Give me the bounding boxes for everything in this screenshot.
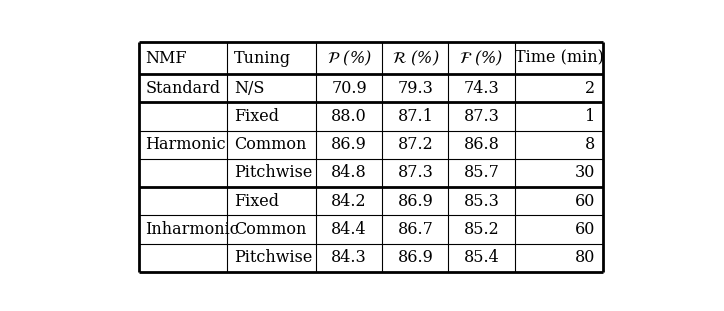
Text: 74.3: 74.3	[463, 80, 500, 97]
Text: 70.9: 70.9	[332, 80, 367, 97]
Text: 85.2: 85.2	[463, 221, 500, 238]
Text: Time (min): Time (min)	[515, 50, 604, 67]
Text: 86.8: 86.8	[463, 136, 500, 153]
Text: 84.4: 84.4	[332, 221, 367, 238]
Text: Harmonic: Harmonic	[146, 136, 226, 153]
Text: Pitchwise: Pitchwise	[234, 165, 313, 182]
Text: Common: Common	[234, 136, 306, 153]
Text: $\mathcal{R}$ (%): $\mathcal{R}$ (%)	[392, 49, 439, 68]
Text: 1: 1	[585, 108, 595, 125]
Text: $\mathcal{F}$ (%): $\mathcal{F}$ (%)	[459, 49, 504, 68]
Text: 86.9: 86.9	[397, 193, 434, 210]
Text: 87.3: 87.3	[397, 165, 434, 182]
Text: 85.3: 85.3	[463, 193, 500, 210]
Text: 87.3: 87.3	[463, 108, 500, 125]
Text: 2: 2	[585, 80, 595, 97]
Text: 86.7: 86.7	[397, 221, 434, 238]
Text: 86.9: 86.9	[397, 249, 434, 266]
Text: 84.8: 84.8	[332, 165, 367, 182]
Text: 60: 60	[575, 221, 595, 238]
Text: 8: 8	[585, 136, 595, 153]
Text: 84.2: 84.2	[332, 193, 367, 210]
Text: Fixed: Fixed	[234, 108, 279, 125]
Text: Fixed: Fixed	[234, 193, 279, 210]
Text: Common: Common	[234, 221, 306, 238]
Text: Standard: Standard	[146, 80, 221, 97]
Text: 86.9: 86.9	[331, 136, 367, 153]
Text: Pitchwise: Pitchwise	[234, 249, 313, 266]
Text: $\mathcal{P}$ (%): $\mathcal{P}$ (%)	[327, 49, 371, 68]
Text: 79.3: 79.3	[397, 80, 434, 97]
Text: 80: 80	[575, 249, 595, 266]
Text: 30: 30	[575, 165, 595, 182]
Text: 85.7: 85.7	[463, 165, 500, 182]
Text: 85.4: 85.4	[463, 249, 500, 266]
Text: N/S: N/S	[234, 80, 264, 97]
Text: 84.3: 84.3	[332, 249, 367, 266]
Text: 88.0: 88.0	[332, 108, 367, 125]
Text: Inharmonic: Inharmonic	[146, 221, 239, 238]
Text: NMF: NMF	[146, 50, 187, 67]
Text: 87.1: 87.1	[397, 108, 434, 125]
Text: Tuning: Tuning	[234, 50, 291, 67]
Text: 87.2: 87.2	[397, 136, 433, 153]
Text: 60: 60	[575, 193, 595, 210]
